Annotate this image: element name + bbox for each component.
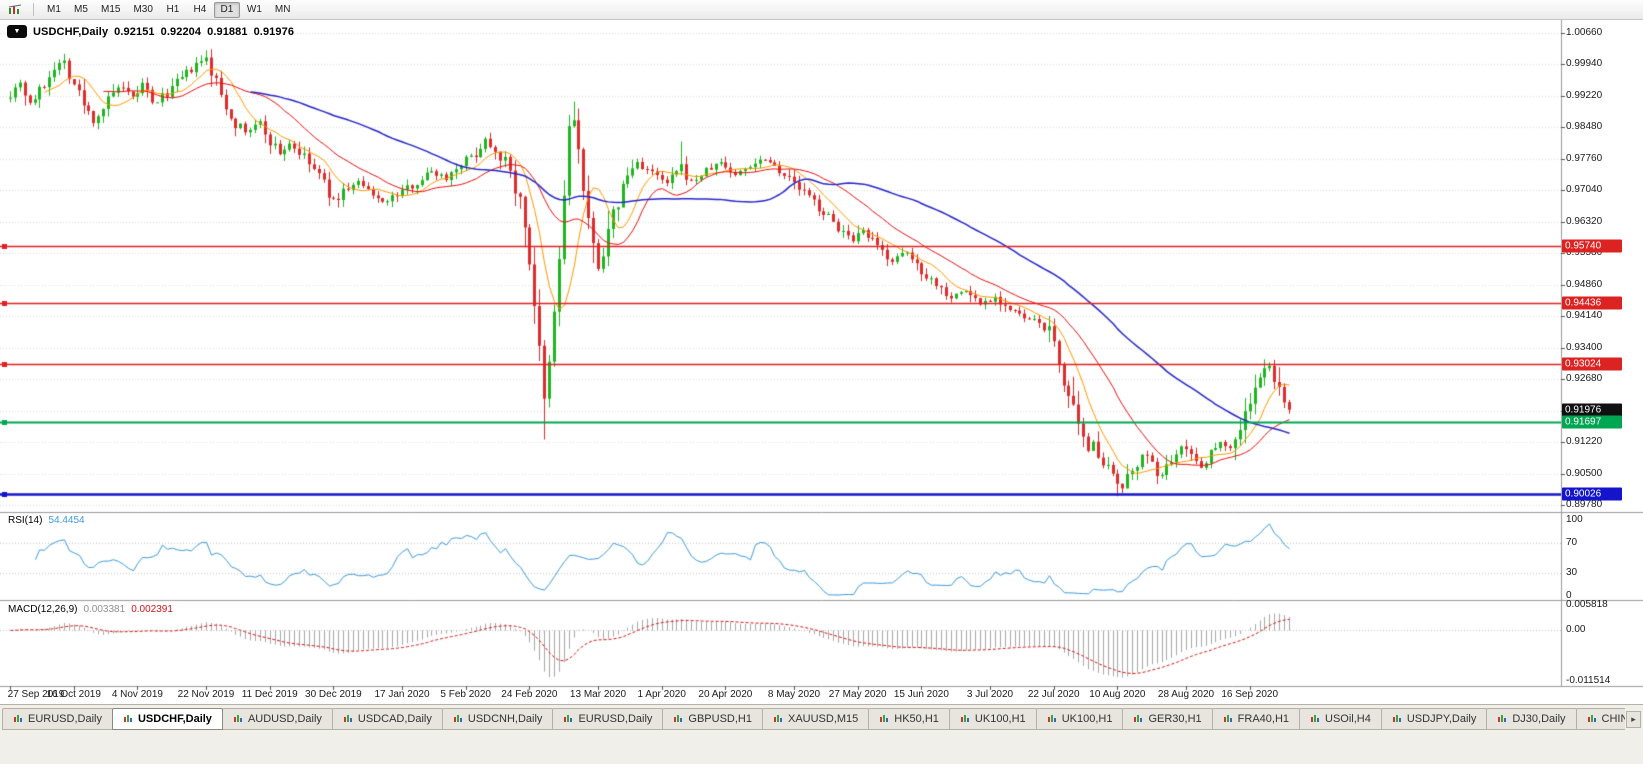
tab-label: CHINA300,H1 bbox=[1601, 713, 1625, 725]
timeframe-group: M1 M5 M15 M30 H1 H4 D1 W1 MN bbox=[41, 1, 296, 18]
tab-chart-icon bbox=[233, 714, 243, 724]
timeframe-button-M15[interactable]: M15 bbox=[101, 4, 121, 15]
ohlc-open: 0.92151 bbox=[114, 25, 155, 38]
chart-icon[interactable] bbox=[4, 2, 26, 18]
tab-FRA40,H1[interactable]: FRA40,H1 bbox=[1211, 708, 1301, 730]
tab-label: UK100,H1 bbox=[1061, 713, 1113, 725]
tab-label: USDCAD,Daily bbox=[357, 713, 432, 725]
tab-EURUSD,Daily[interactable]: EURUSD,Daily bbox=[552, 708, 664, 730]
tab-label: AUDUSD,Daily bbox=[247, 713, 322, 725]
tab-chart-icon bbox=[673, 714, 683, 724]
timeframe-button-M5[interactable]: M5 bbox=[74, 4, 88, 15]
timeframe-button-D1[interactable]: D1 bbox=[213, 1, 240, 18]
chart-tab-bar: EURUSD,Daily USDCHF,Daily AUDUSD,Daily USDC… bbox=[0, 704, 1643, 764]
tab-label: HK50,H1 bbox=[894, 713, 939, 725]
tab-chart-icon bbox=[960, 714, 970, 724]
macd-name: MACD(12,26,9) bbox=[8, 604, 78, 615]
rsi-value: 54.4454 bbox=[48, 515, 85, 526]
tab-EURUSD,Daily[interactable]: EURUSD,Daily bbox=[2, 708, 113, 730]
macd-pane-label: MACD(12,26,9) 0.003381 0.002391 bbox=[8, 605, 173, 615]
ohlc-high: 0.92204 bbox=[160, 25, 202, 38]
ohlc-low: 0.91881 bbox=[207, 25, 248, 38]
timeframe-button-W1[interactable]: W1 bbox=[246, 4, 262, 15]
tab-chart-icon bbox=[1392, 714, 1402, 724]
tab-chart-icon bbox=[13, 714, 23, 724]
tab-label: USDJPY,Daily bbox=[1406, 713, 1477, 725]
tab-label: FRA40,H1 bbox=[1237, 713, 1290, 725]
timeframe-button-H4[interactable]: H4 bbox=[193, 4, 207, 15]
timeframe-button-M1[interactable]: M1 bbox=[47, 4, 61, 15]
timeframe-button-MN[interactable]: MN bbox=[274, 4, 291, 15]
tab-GER30,H1[interactable]: GER30,H1 bbox=[1122, 708, 1213, 730]
tab-label: GBPUSD,H1 bbox=[688, 713, 752, 725]
tab-chart-icon bbox=[453, 714, 463, 724]
macd-signal-value: 0.002391 bbox=[131, 604, 173, 615]
tab-UK100,H1[interactable]: UK100,H1 bbox=[948, 708, 1037, 730]
rsi-pane-label: RSI(14) 54.4454 bbox=[8, 516, 85, 526]
macd-main-value: 0.003381 bbox=[83, 604, 126, 615]
tab-chart-icon bbox=[773, 714, 783, 724]
tab-label: XAUUSD,M15 bbox=[787, 713, 859, 725]
tab-USDCNH,Daily[interactable]: USDCNH,Daily bbox=[441, 708, 554, 730]
tab-AUDUSD,Daily[interactable]: AUDUSD,Daily bbox=[221, 708, 333, 730]
tab-label: USOil,H4 bbox=[1325, 713, 1371, 725]
tab-DJ30,Daily[interactable]: DJ30,Daily bbox=[1486, 708, 1577, 730]
toolbar-separator bbox=[33, 3, 34, 16]
chart-tabs: EURUSD,Daily USDCHF,Daily AUDUSD,Daily USDC… bbox=[2, 708, 1625, 730]
tab-chart-icon bbox=[1587, 714, 1597, 724]
tab-CHINA300,H1[interactable]: CHINA300,H1 bbox=[1575, 708, 1625, 730]
chart-symbol-label: USDCHF,Daily bbox=[33, 25, 109, 38]
timeframe-button-M30[interactable]: M30 bbox=[133, 4, 153, 15]
chart-title: ▼ USDCHF,Daily 0.92151 0.92204 0.91881 0… bbox=[7, 25, 294, 38]
tab-label: UK100,H1 bbox=[974, 713, 1026, 725]
tab-chart-icon bbox=[1047, 714, 1057, 724]
tab-USDCAD,Daily[interactable]: USDCAD,Daily bbox=[331, 708, 443, 730]
tab-chart-icon bbox=[1497, 714, 1507, 724]
tab-USDJPY,Daily[interactable]: USDJPY,Daily bbox=[1380, 708, 1488, 730]
collapse-arrow-icon[interactable]: ▼ bbox=[7, 25, 27, 38]
tab-USOil,H4[interactable]: USOil,H4 bbox=[1299, 708, 1382, 730]
chart-region: 1.00660 0.99940 0.99220 0.98480 0.97760 0.970… bbox=[0, 20, 1643, 704]
tab-label: EURUSD,Daily bbox=[578, 713, 653, 725]
tab-label: GER30,H1 bbox=[1148, 713, 1202, 725]
tab-XAUUSD,M15[interactable]: XAUUSD,M15 bbox=[761, 708, 870, 730]
tab-label: USDCNH,Daily bbox=[467, 713, 543, 725]
tab-chart-icon bbox=[123, 714, 133, 724]
tab-chart-icon bbox=[1133, 714, 1143, 724]
tab-GBPUSD,H1[interactable]: GBPUSD,H1 bbox=[662, 708, 763, 730]
tab-USDCHF,Daily[interactable]: USDCHF,Daily bbox=[111, 708, 223, 730]
rsi-name: RSI(14) bbox=[8, 515, 43, 526]
price-chart-canvas[interactable] bbox=[0, 20, 1643, 704]
tab-label: DJ30,Daily bbox=[1512, 713, 1566, 725]
tab-chart-icon bbox=[1223, 714, 1233, 724]
chart-icon-glyph bbox=[8, 4, 22, 14]
tab-UK100,H1[interactable]: UK100,H1 bbox=[1035, 708, 1124, 730]
tab-chart-icon bbox=[879, 714, 889, 724]
toolbar: M1 M5 M15 M30 H1 H4 D1 W1 MN bbox=[0, 0, 1643, 20]
tab-label: EURUSD,Daily bbox=[28, 713, 102, 725]
tab-label: USDCHF,Daily bbox=[137, 713, 212, 725]
tab-scroll-right-icon[interactable]: ▸ bbox=[1626, 711, 1641, 728]
tab-HK50,H1[interactable]: HK50,H1 bbox=[868, 708, 950, 730]
timeframe-button-H1[interactable]: H1 bbox=[166, 4, 180, 15]
tab-chart-icon bbox=[343, 714, 353, 724]
tab-chart-icon bbox=[563, 714, 573, 724]
tab-chart-icon bbox=[1310, 714, 1320, 724]
ohlc-close: 0.91976 bbox=[253, 25, 295, 38]
